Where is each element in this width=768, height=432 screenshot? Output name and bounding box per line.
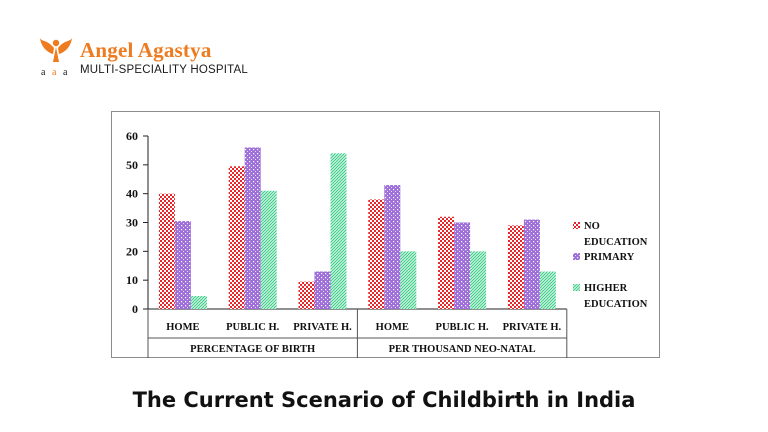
bar-primary	[174, 221, 191, 309]
bar-primary	[244, 147, 261, 309]
chart-frame	[111, 111, 660, 358]
y-tick-label: 40	[126, 187, 138, 201]
legend-label: EDUCATION	[584, 237, 648, 248]
page-caption: The Current Scenario of Childbirth in In…	[132, 388, 636, 412]
svg-text:a: a	[41, 67, 46, 78]
brand-name: Angel Agastya	[80, 38, 212, 62]
legend-swatch	[573, 284, 580, 291]
bar-no-education	[158, 193, 175, 309]
group-label: PERCENTAGE OF BIRTH	[190, 344, 315, 355]
legend-label: HIGHER	[584, 283, 628, 294]
x-tick-label: HOME	[376, 322, 409, 333]
hospital-logo: a a a Angel Agastya MULTI-SPECIALITY HOS…	[38, 36, 268, 80]
bar-primary	[523, 219, 540, 309]
legend-swatch	[573, 222, 580, 229]
svg-text:a: a	[52, 67, 57, 78]
svg-text:a: a	[63, 67, 68, 78]
legend-label: PRIMARY	[584, 252, 635, 263]
x-tick-label: PRIVATE H.	[293, 322, 352, 333]
x-tick-label: PRIVATE H.	[503, 322, 562, 333]
bar-higher-education	[400, 251, 417, 309]
bar-primary	[454, 222, 471, 309]
bar-higher-education	[260, 190, 277, 309]
bar-higher-education	[330, 153, 347, 309]
x-tick-label: PUBLIC H.	[226, 322, 279, 333]
bar-no-education	[298, 281, 315, 309]
bar-no-education	[228, 166, 245, 309]
y-tick-label: 30	[126, 216, 138, 230]
x-tick-label: PUBLIC H.	[436, 322, 489, 333]
brand-tagline: MULTI-SPECIALITY HOSPITAL	[80, 64, 248, 76]
bar-higher-education	[470, 251, 487, 309]
legend-label: NO	[584, 221, 600, 232]
bar-no-education	[368, 199, 385, 309]
bar-primary	[384, 185, 401, 309]
legend-swatch	[573, 253, 580, 260]
legend-label: EDUCATION	[584, 299, 648, 310]
bar-no-education	[507, 225, 524, 309]
y-tick-label: 20	[126, 244, 138, 258]
bar-primary	[314, 271, 331, 309]
y-tick-label: 10	[126, 273, 138, 287]
bar-higher-education	[539, 271, 556, 309]
y-tick-label: 50	[126, 158, 138, 172]
angel-wings-logo-icon: a a a	[40, 38, 72, 78]
group-label: PER THOUSAND NEO-NATAL	[389, 344, 536, 355]
x-tick-label: HOME	[166, 322, 199, 333]
bar-no-education	[438, 216, 455, 309]
y-tick-label: 60	[126, 129, 138, 143]
bar-higher-education	[190, 296, 207, 309]
y-tick-label: 0	[132, 302, 138, 316]
